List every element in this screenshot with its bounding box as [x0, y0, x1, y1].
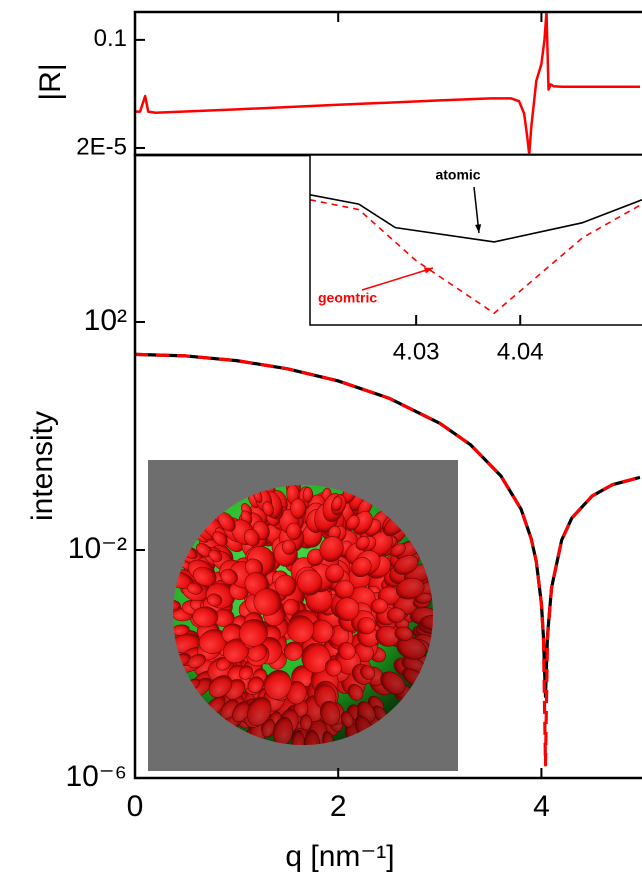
y-tick-label: 2E-5	[76, 133, 127, 160]
sphere-image	[148, 460, 458, 771]
sphere-shade	[173, 485, 433, 745]
plot-area	[310, 194, 642, 315]
axes-frame	[133, 10, 642, 157]
y-tick-label: 10²	[84, 304, 127, 337]
x-axis-label: q [nm⁻¹]	[285, 840, 394, 873]
x-tick-label: 0	[127, 790, 144, 823]
x-tick-label: 4.03	[393, 338, 440, 365]
top-y-axis-label: |R|	[34, 63, 67, 100]
x-tick-label: 4	[533, 790, 550, 823]
x-tick-label: 4.04	[497, 338, 544, 365]
data-line	[135, 12, 640, 155]
arrow-head	[475, 224, 482, 233]
axes-frame	[309, 154, 642, 326]
arrow-head	[424, 267, 433, 274]
y-tick-label: 10⁻⁶	[65, 760, 127, 793]
plot-area	[135, 12, 640, 155]
y-tick-label: 0.1	[94, 25, 127, 52]
plot-area	[135, 352, 641, 767]
data-line	[310, 194, 642, 243]
annotation-geomtric: geomtric	[318, 290, 377, 306]
plots: 10² 10⁻² 10⁻⁶0 2 4 0.1 2E-5 4.03 4.04	[65, 10, 642, 823]
annotation-atomic: atomic	[435, 167, 480, 183]
data-line	[135, 352, 641, 767]
x-tick-label: 2	[330, 790, 347, 823]
y-axis-label: intensity	[26, 411, 59, 521]
y-tick-label: 10⁻²	[68, 532, 127, 565]
annotation-arrow	[361, 267, 434, 291]
